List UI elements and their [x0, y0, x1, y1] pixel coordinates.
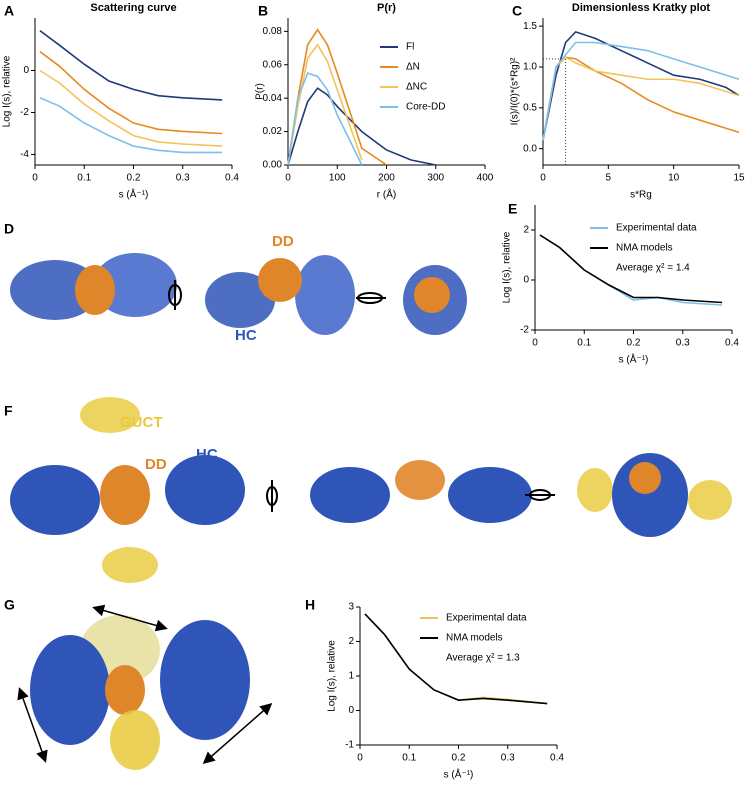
- series-line: [542, 56, 740, 141]
- panel-label: F: [4, 403, 13, 419]
- panel-label: E: [508, 201, 517, 217]
- x-tick-label: 0.1: [402, 753, 416, 764]
- y-tick-label: 1.0: [523, 62, 537, 73]
- y-tick-label: 0.02: [263, 126, 283, 137]
- y-tick-label: -1: [345, 740, 354, 751]
- series-line: [287, 87, 436, 166]
- panel-label: H: [305, 597, 315, 613]
- series-line: [287, 72, 363, 166]
- y-tick-label: 2: [523, 225, 529, 236]
- y-tick-label: 0.5: [523, 102, 537, 113]
- legend-label: NMA models: [616, 243, 673, 254]
- legend-label: Experimental data: [616, 223, 697, 234]
- legend-label: ΔN: [406, 62, 420, 73]
- y-tick-label: 0: [348, 705, 354, 716]
- y-tick-label: -2: [520, 325, 529, 336]
- x-tick-label: 0.2: [452, 753, 466, 764]
- y-tick-label: 1.5: [523, 21, 537, 32]
- y-axis-label: Log I(s), relative: [2, 55, 13, 127]
- x-axis-label: s (Å⁻¹): [444, 768, 474, 781]
- structure-g: G: [4, 597, 273, 770]
- x-tick-label: 10: [668, 173, 680, 184]
- series-line: [39, 50, 223, 135]
- y-tick-label: 0.06: [263, 59, 283, 70]
- x-tick-label: 100: [329, 173, 346, 184]
- x-tick-label: 15: [733, 173, 745, 184]
- x-tick-label: 0: [285, 173, 291, 184]
- panel-label: B: [258, 3, 268, 19]
- series-line: [287, 28, 387, 166]
- panel-label: C: [512, 3, 522, 19]
- x-axis-label: s*Rg: [630, 190, 652, 201]
- panel-label: D: [4, 221, 14, 237]
- series-line: [542, 41, 740, 141]
- legend-label: Experimental data: [446, 613, 527, 624]
- x-tick-label: 0.3: [176, 173, 190, 184]
- x-tick-label: 5: [606, 173, 612, 184]
- x-axis-label: s (Å⁻¹): [119, 188, 149, 201]
- y-axis-label: Log I(s), relative: [327, 640, 338, 712]
- series-line: [364, 613, 548, 705]
- y-tick-label: 0.04: [263, 93, 283, 104]
- x-tick-label: 200: [378, 173, 395, 184]
- x-axis-label: s (Å⁻¹): [619, 353, 649, 366]
- x-axis-label: r (Å): [377, 188, 396, 201]
- x-tick-label: 0.1: [77, 173, 91, 184]
- x-tick-label: 0.3: [501, 753, 515, 764]
- series-line: [39, 97, 223, 154]
- legend-label: ΔNC: [406, 82, 427, 93]
- structure-label: GUCT: [120, 414, 163, 431]
- annotation: Average χ² = 1.4: [616, 263, 690, 274]
- y-tick-label: -2: [20, 107, 29, 118]
- chart-title: Scattering curve: [90, 2, 176, 14]
- series-line: [39, 69, 223, 147]
- structure-f: F GUCT DD HC: [4, 397, 732, 583]
- legend-label: Core-DD: [406, 102, 445, 113]
- y-tick-label: 3: [348, 602, 354, 613]
- x-tick-label: 0: [32, 173, 38, 184]
- x-tick-label: 400: [477, 173, 494, 184]
- panel-label: G: [4, 597, 15, 613]
- x-tick-label: 0.4: [550, 753, 564, 764]
- x-tick-label: 0.4: [725, 338, 739, 349]
- y-tick-label: 0: [523, 275, 529, 286]
- structure-label: DD: [145, 456, 167, 473]
- x-tick-label: 0: [357, 753, 363, 764]
- y-tick-label: -4: [20, 149, 29, 160]
- series-line: [287, 43, 363, 166]
- y-axis-label: Log I(s), relative: [502, 231, 513, 303]
- structure-d: D DD HC: [4, 221, 467, 344]
- panel-label: A: [4, 3, 14, 19]
- x-tick-label: 0.2: [627, 338, 641, 349]
- y-axis-label: I(s)/I(0)*(s*Rg)²: [510, 57, 521, 125]
- chart-title: P(r): [377, 2, 396, 14]
- x-tick-label: 0.2: [127, 173, 141, 184]
- x-tick-label: 0.3: [676, 338, 690, 349]
- chart-title: Dimensionless Kratky plot: [572, 2, 710, 14]
- annotation: Average χ² = 1.3: [446, 653, 520, 664]
- series-line: [542, 30, 740, 141]
- y-tick-label: 2: [348, 636, 354, 647]
- x-tick-label: 0.4: [225, 173, 239, 184]
- y-tick-label: 0: [23, 65, 29, 76]
- y-tick-label: 0.00: [263, 160, 283, 171]
- x-tick-label: 0: [540, 173, 546, 184]
- x-tick-label: 0.1: [577, 338, 591, 349]
- structure-label: DD: [272, 233, 294, 250]
- x-tick-label: 300: [427, 173, 444, 184]
- series-line: [539, 234, 723, 304]
- structure-label: HC: [235, 327, 257, 344]
- y-tick-label: 0.08: [263, 26, 283, 37]
- series-line: [39, 29, 223, 101]
- y-tick-label: 0.0: [523, 143, 537, 154]
- legend-label: Fl: [406, 42, 414, 53]
- structure-label: HC: [196, 446, 218, 463]
- x-tick-label: 0: [532, 338, 538, 349]
- legend-label: NMA models: [446, 633, 503, 644]
- y-axis-label: P(r): [255, 83, 266, 100]
- y-tick-label: 1: [348, 671, 354, 682]
